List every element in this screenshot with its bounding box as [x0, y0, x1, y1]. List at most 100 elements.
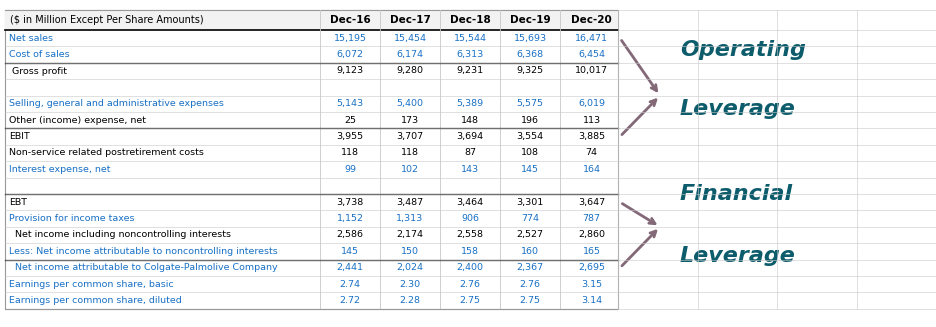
Text: 6,019: 6,019 — [578, 99, 605, 108]
Text: 15,195: 15,195 — [333, 34, 366, 43]
Text: 15,693: 15,693 — [513, 34, 546, 43]
Text: Net income attributable to Colgate-Palmolive Company: Net income attributable to Colgate-Palmo… — [9, 263, 277, 272]
Text: 2,860: 2,860 — [578, 231, 605, 239]
Text: 6,454: 6,454 — [578, 50, 605, 59]
Text: 145: 145 — [520, 165, 538, 174]
Text: Less: Net income attributable to noncontrolling interests: Less: Net income attributable to noncont… — [9, 247, 277, 256]
Text: Leverage: Leverage — [680, 99, 795, 119]
Text: 158: 158 — [461, 247, 478, 256]
Text: 3,647: 3,647 — [578, 198, 605, 207]
Text: 99: 99 — [344, 165, 356, 174]
Text: 173: 173 — [401, 116, 418, 125]
Text: 5,400: 5,400 — [396, 99, 423, 108]
Text: Provision for income taxes: Provision for income taxes — [9, 214, 135, 223]
Text: 3,955: 3,955 — [336, 132, 363, 141]
Text: Other (income) expense, net: Other (income) expense, net — [9, 116, 146, 125]
Text: 5,143: 5,143 — [336, 99, 363, 108]
Text: EBT: EBT — [9, 198, 27, 207]
Text: 150: 150 — [401, 247, 418, 256]
Text: 2,174: 2,174 — [396, 231, 423, 239]
Text: 1,152: 1,152 — [336, 214, 363, 223]
Text: Operating: Operating — [680, 40, 805, 60]
Text: 15,544: 15,544 — [453, 34, 486, 43]
Text: 3,464: 3,464 — [456, 198, 483, 207]
Text: 118: 118 — [341, 148, 358, 158]
Text: 2,367: 2,367 — [516, 263, 543, 272]
Text: 74: 74 — [585, 148, 597, 158]
Text: 3.15: 3.15 — [580, 280, 602, 289]
Text: Net income including noncontrolling interests: Net income including noncontrolling inte… — [9, 231, 231, 239]
Text: ($ in Million Except Per Share Amounts): ($ in Million Except Per Share Amounts) — [10, 15, 203, 25]
Text: 787: 787 — [582, 214, 600, 223]
Text: 2,024: 2,024 — [396, 263, 423, 272]
Text: Dec-18: Dec-18 — [449, 15, 490, 25]
Text: Earnings per common share, basic: Earnings per common share, basic — [9, 280, 173, 289]
Text: 3.14: 3.14 — [580, 296, 602, 305]
Text: 2.76: 2.76 — [459, 280, 480, 289]
Text: 2,441: 2,441 — [336, 263, 363, 272]
Text: Leverage: Leverage — [680, 247, 795, 267]
Text: 3,487: 3,487 — [396, 198, 423, 207]
Text: 2.30: 2.30 — [399, 280, 420, 289]
Text: 3,885: 3,885 — [578, 132, 605, 141]
Text: 9,231: 9,231 — [456, 66, 483, 76]
Text: Dec-19: Dec-19 — [509, 15, 549, 25]
Text: 3,554: 3,554 — [516, 132, 543, 141]
Text: 3,707: 3,707 — [396, 132, 423, 141]
Text: 9,280: 9,280 — [396, 66, 423, 76]
Text: 165: 165 — [582, 247, 600, 256]
Text: 2.72: 2.72 — [339, 296, 360, 305]
Text: 6,368: 6,368 — [516, 50, 543, 59]
Text: 6,072: 6,072 — [336, 50, 363, 59]
Text: 2,558: 2,558 — [456, 231, 483, 239]
Text: 5,389: 5,389 — [456, 99, 483, 108]
Text: 145: 145 — [341, 247, 358, 256]
Text: 160: 160 — [520, 247, 538, 256]
Text: 87: 87 — [463, 148, 475, 158]
Text: Earnings per common share, diluted: Earnings per common share, diluted — [9, 296, 182, 305]
Text: Net sales: Net sales — [9, 34, 53, 43]
Text: 118: 118 — [401, 148, 418, 158]
Text: 6,313: 6,313 — [456, 50, 483, 59]
Text: 143: 143 — [461, 165, 478, 174]
Text: 3,301: 3,301 — [516, 198, 543, 207]
Text: 2,400: 2,400 — [456, 263, 483, 272]
Text: 2.74: 2.74 — [339, 280, 360, 289]
Text: Dec-20: Dec-20 — [571, 15, 611, 25]
Text: 5,575: 5,575 — [516, 99, 543, 108]
Text: 102: 102 — [401, 165, 418, 174]
Text: 1,313: 1,313 — [396, 214, 423, 223]
Text: 10,017: 10,017 — [575, 66, 607, 76]
Text: 774: 774 — [520, 214, 538, 223]
Text: 25: 25 — [344, 116, 356, 125]
Text: 2.75: 2.75 — [459, 296, 480, 305]
Text: 164: 164 — [582, 165, 600, 174]
Text: Selling, general and administrative expenses: Selling, general and administrative expe… — [9, 99, 224, 108]
Text: 2.75: 2.75 — [519, 296, 540, 305]
Text: 9,325: 9,325 — [516, 66, 543, 76]
Text: 2.28: 2.28 — [399, 296, 420, 305]
Text: 108: 108 — [520, 148, 538, 158]
Text: Interest expense, net: Interest expense, net — [9, 165, 110, 174]
Text: 3,738: 3,738 — [336, 198, 363, 207]
Text: 3,694: 3,694 — [456, 132, 483, 141]
Text: 2,527: 2,527 — [516, 231, 543, 239]
Text: Gross profit: Gross profit — [9, 66, 67, 76]
Text: 16,471: 16,471 — [575, 34, 607, 43]
Text: 9,123: 9,123 — [336, 66, 363, 76]
Text: 113: 113 — [582, 116, 600, 125]
Text: 6,174: 6,174 — [396, 50, 423, 59]
Text: 2.76: 2.76 — [519, 280, 540, 289]
Bar — [5, 10, 618, 309]
Text: 148: 148 — [461, 116, 478, 125]
Text: 2,695: 2,695 — [578, 263, 605, 272]
Bar — [5, 10, 618, 30]
Text: Dec-17: Dec-17 — [389, 15, 430, 25]
Text: 2,586: 2,586 — [336, 231, 363, 239]
Text: EBIT: EBIT — [9, 132, 30, 141]
Text: 196: 196 — [520, 116, 538, 125]
Text: Dec-16: Dec-16 — [329, 15, 370, 25]
Text: Cost of sales: Cost of sales — [9, 50, 69, 59]
Text: 15,454: 15,454 — [393, 34, 426, 43]
Text: 906: 906 — [461, 214, 478, 223]
